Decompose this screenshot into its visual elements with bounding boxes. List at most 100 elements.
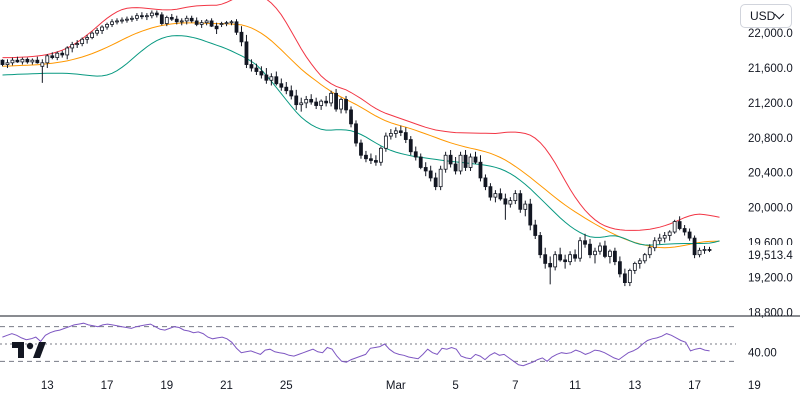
currency-label: USD [750, 9, 776, 23]
candle [374, 155, 378, 166]
candle-body-down [369, 158, 373, 161]
candle [274, 71, 279, 86]
candle [314, 97, 319, 110]
candle [140, 12, 144, 20]
candle-body-down [194, 20, 199, 25]
candle [498, 188, 503, 201]
candle-body-up [672, 221, 677, 233]
candle [249, 59, 254, 72]
candle-body-up [593, 250, 597, 256]
time-tick-label: 13 [628, 380, 641, 392]
candle-body-up [55, 52, 60, 58]
candle [667, 230, 672, 241]
candle [319, 99, 324, 110]
candle [209, 18, 214, 28]
candle [398, 125, 403, 137]
candle-body-down [364, 154, 368, 160]
candle-body-up [10, 59, 15, 64]
candle [408, 136, 413, 156]
candle [568, 251, 572, 266]
tradingview-logo-icon[interactable] [12, 340, 46, 360]
candle-body-up [443, 154, 448, 170]
candle-body-up [219, 23, 224, 25]
candle [553, 251, 558, 271]
candle-body-down [189, 17, 194, 22]
candle [617, 256, 622, 278]
candle [95, 27, 99, 36]
candle [418, 153, 423, 170]
candle-body-up [144, 15, 149, 18]
bollinger-bands [2, 0, 720, 249]
candle-body-up [224, 22, 229, 25]
candle [135, 13, 139, 21]
candle [383, 132, 388, 152]
candle-body-down [428, 170, 433, 179]
candle-body-down [478, 161, 483, 179]
candle-body-up [20, 58, 25, 63]
candle [488, 183, 493, 201]
candle [149, 10, 154, 19]
candle [692, 235, 697, 259]
candle [45, 54, 50, 69]
candle-body-down [413, 151, 418, 158]
candle-body-up [100, 26, 104, 31]
candle-body-down [15, 59, 20, 63]
candle [100, 25, 104, 35]
candle [608, 249, 612, 264]
candle [70, 41, 75, 53]
candle [388, 129, 393, 140]
candle-body-down [274, 76, 279, 85]
candle [503, 193, 508, 220]
candle [493, 190, 498, 203]
candle [613, 247, 617, 266]
candle [20, 57, 25, 65]
candle-body-up [164, 17, 169, 24]
candle-body-up [149, 12, 154, 17]
candle [224, 20, 229, 27]
candle-body-up [702, 249, 707, 251]
candle-body-down [583, 240, 587, 245]
rsi-tick-label: 40.00 [748, 348, 777, 360]
candle [468, 153, 473, 171]
candle [324, 95, 329, 107]
rsi-line [2, 322, 710, 367]
candle [65, 46, 70, 60]
candle-body-up [110, 21, 114, 25]
time-tick-label: 25 [280, 380, 293, 392]
candle [299, 97, 304, 112]
candle-body-up [319, 100, 324, 106]
candle-body-up [662, 235, 667, 239]
candle [369, 153, 373, 164]
candle-body-up [70, 44, 75, 49]
candle [538, 232, 543, 259]
candle-body-down [687, 231, 692, 239]
candle-body-up [85, 37, 90, 40]
candle [423, 162, 428, 177]
time-tick-label: 17 [688, 380, 701, 392]
candle [55, 51, 60, 61]
candle-body-down [159, 14, 164, 24]
candle [627, 268, 632, 287]
candle-body-up [627, 269, 632, 283]
candle-body-up [80, 38, 85, 45]
candle [573, 249, 577, 262]
candle-body-down [463, 154, 468, 168]
candle-body-up [667, 231, 672, 236]
candle-body-down [0, 59, 5, 65]
candle-body-up [40, 62, 45, 67]
candle [483, 174, 488, 191]
candle [379, 146, 383, 166]
candle-body-down [259, 71, 264, 76]
candle-body-down [359, 142, 363, 156]
candle-body-down [289, 90, 294, 97]
candle-body-down [35, 59, 40, 64]
price-tick-label: 20,400.0 [748, 168, 793, 180]
candle-body-down [543, 254, 548, 264]
currency-selector-button[interactable]: USD [740, 4, 792, 28]
candle [528, 198, 533, 231]
candle-body-down [174, 18, 179, 23]
price-tick-label: 18,800.0 [748, 307, 793, 319]
candle [583, 233, 587, 248]
